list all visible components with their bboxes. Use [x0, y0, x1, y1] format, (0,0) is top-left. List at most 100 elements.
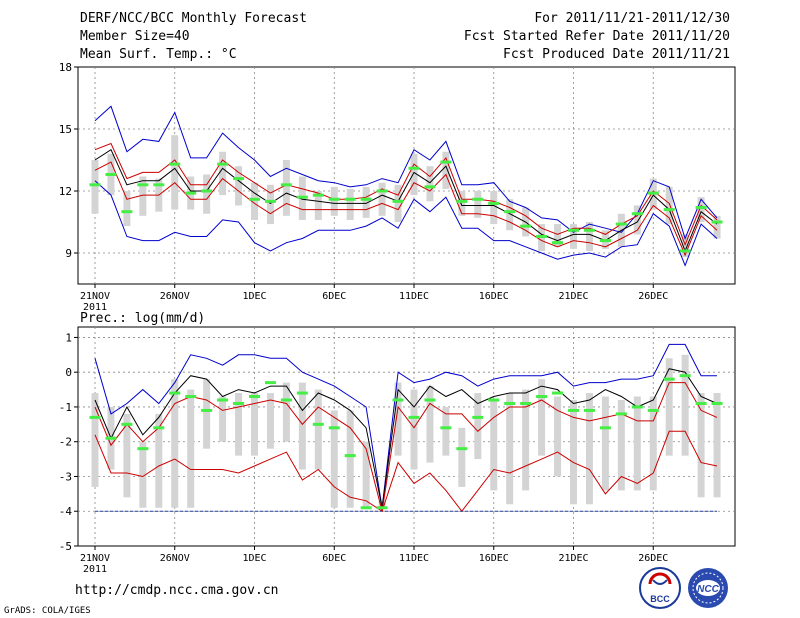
temp-observed-marker — [472, 197, 484, 201]
prec-spread-box — [506, 393, 514, 505]
prec-spread-box — [617, 400, 625, 491]
prec-observed-marker — [392, 398, 404, 402]
temp-observed-marker — [233, 177, 245, 181]
prec-spread-box — [426, 386, 434, 463]
prec-observed-marker — [695, 401, 707, 405]
prec-spread-box — [171, 379, 179, 508]
temp-xtick-label: 21NOV — [80, 291, 110, 302]
temp-spread-box — [506, 199, 514, 231]
prec-spread-box — [554, 396, 562, 477]
prec-spread-box — [123, 413, 131, 498]
prec-observed-marker — [201, 408, 213, 412]
prec-observed-marker — [121, 422, 133, 426]
prec-observed-marker — [312, 422, 324, 426]
bcc-logo-icon: BCC — [639, 567, 681, 609]
temp-max-line — [94, 105, 718, 240]
temp-spread-box — [139, 176, 147, 216]
prec-observed-marker — [615, 412, 627, 416]
temp-spread-box — [203, 174, 211, 214]
prec-observed-marker — [296, 391, 308, 395]
prec-spread-box — [442, 406, 450, 456]
temp-p10-line — [94, 161, 718, 257]
prec-observed-marker — [376, 506, 388, 510]
prec-spread-box — [155, 413, 163, 508]
prec-spread-box — [570, 400, 577, 505]
source-url[interactable]: http://cmdp.ncc.cma.gov.cn — [75, 583, 279, 598]
prec-spread-box — [187, 389, 195, 508]
temp-observed-marker — [583, 228, 595, 232]
prec-spread-box — [203, 379, 211, 449]
ncc-logo-text: NCC — [697, 584, 719, 595]
ncc-logo-icon: NCC — [688, 568, 728, 608]
prec-spread-box — [139, 441, 147, 508]
variable-label: Mean Surf. Temp.: °C — [80, 47, 237, 62]
prec-observed-marker — [360, 506, 372, 510]
prec-spread-box — [410, 389, 418, 470]
member-size-label: Member Size=40 — [80, 29, 190, 44]
prec-panel-title: Prec.: log(mm/d) — [80, 311, 205, 326]
temp-spread-box — [282, 160, 290, 216]
prec-spread-box — [522, 389, 530, 491]
temp-spread-box — [394, 184, 402, 222]
prec-observed-marker — [344, 454, 356, 458]
temp-observed-marker — [536, 234, 548, 238]
prec-spread-box — [330, 410, 338, 508]
temp-observed-marker — [185, 191, 197, 195]
prec-spread-box — [282, 382, 290, 442]
prec-observed-marker — [583, 408, 595, 412]
prec-observed-marker — [280, 398, 292, 402]
temp-observed-marker — [440, 160, 452, 164]
prec-spread-box — [394, 382, 402, 456]
prec-observed-marker — [424, 398, 436, 402]
temp-spread-box — [585, 222, 593, 251]
prec-observed-marker — [568, 408, 579, 412]
temp-mean-line — [94, 148, 718, 253]
temp-xtick-label: 1DEC — [242, 291, 266, 302]
prec-observed-marker — [105, 436, 117, 440]
temp-observed-marker — [169, 162, 181, 166]
temp-observed-marker — [89, 183, 101, 187]
prec-observed-marker — [137, 447, 149, 451]
temp-xtick-label: 11DEC — [399, 291, 429, 302]
prec-spread-box — [362, 441, 370, 508]
prec-xtick-label: 26DEC — [638, 553, 668, 564]
prec-xtick-label: 21DEC — [558, 553, 588, 564]
temp-observed-marker — [344, 197, 356, 201]
prec-spread-box — [474, 393, 482, 460]
prec-observed-marker — [185, 395, 197, 399]
prec-observed-marker — [408, 415, 420, 419]
prec-spread-box — [633, 396, 641, 491]
prec-observed-marker — [472, 415, 484, 419]
temp-spread-box — [378, 182, 386, 216]
prec-observed-marker — [440, 426, 452, 430]
temp-observed-marker — [264, 199, 276, 203]
prec-spread-box — [649, 396, 657, 491]
temp-spread-box — [442, 151, 450, 189]
temp-spread-box — [362, 186, 370, 218]
prec-spread-box — [251, 393, 258, 456]
prec-ytick-label: -1 — [59, 401, 72, 414]
temp-observed-marker — [679, 249, 691, 253]
temp-spread-box — [426, 166, 434, 202]
forecast-produced-date: Fcst Produced Date 2011/11/21 — [503, 47, 730, 62]
temp-xtick-label: 6DEC — [322, 291, 346, 302]
temp-spread-box — [91, 160, 99, 214]
prec-observed-marker — [504, 401, 516, 405]
temp-spread-box — [251, 182, 258, 220]
prec-observed-marker — [456, 447, 468, 451]
temp-spread-box — [713, 215, 721, 239]
prec-p10-line — [94, 430, 718, 513]
prec-xtick-label: 6DEC — [322, 553, 346, 564]
prec-xtick-label: 1DEC — [242, 553, 266, 564]
temp-observed-marker — [631, 212, 643, 216]
temp-spread-box — [458, 191, 466, 216]
prec-spread-box — [458, 427, 466, 487]
temp-observed-marker — [249, 197, 260, 201]
prec-xtick-year: 2011 — [83, 564, 107, 575]
temp-observed-marker — [153, 183, 165, 187]
temp-observed-marker — [105, 172, 117, 176]
temp-observed-marker — [456, 199, 468, 203]
temp-observed-marker — [568, 228, 579, 232]
prec-observed-marker — [711, 401, 723, 405]
